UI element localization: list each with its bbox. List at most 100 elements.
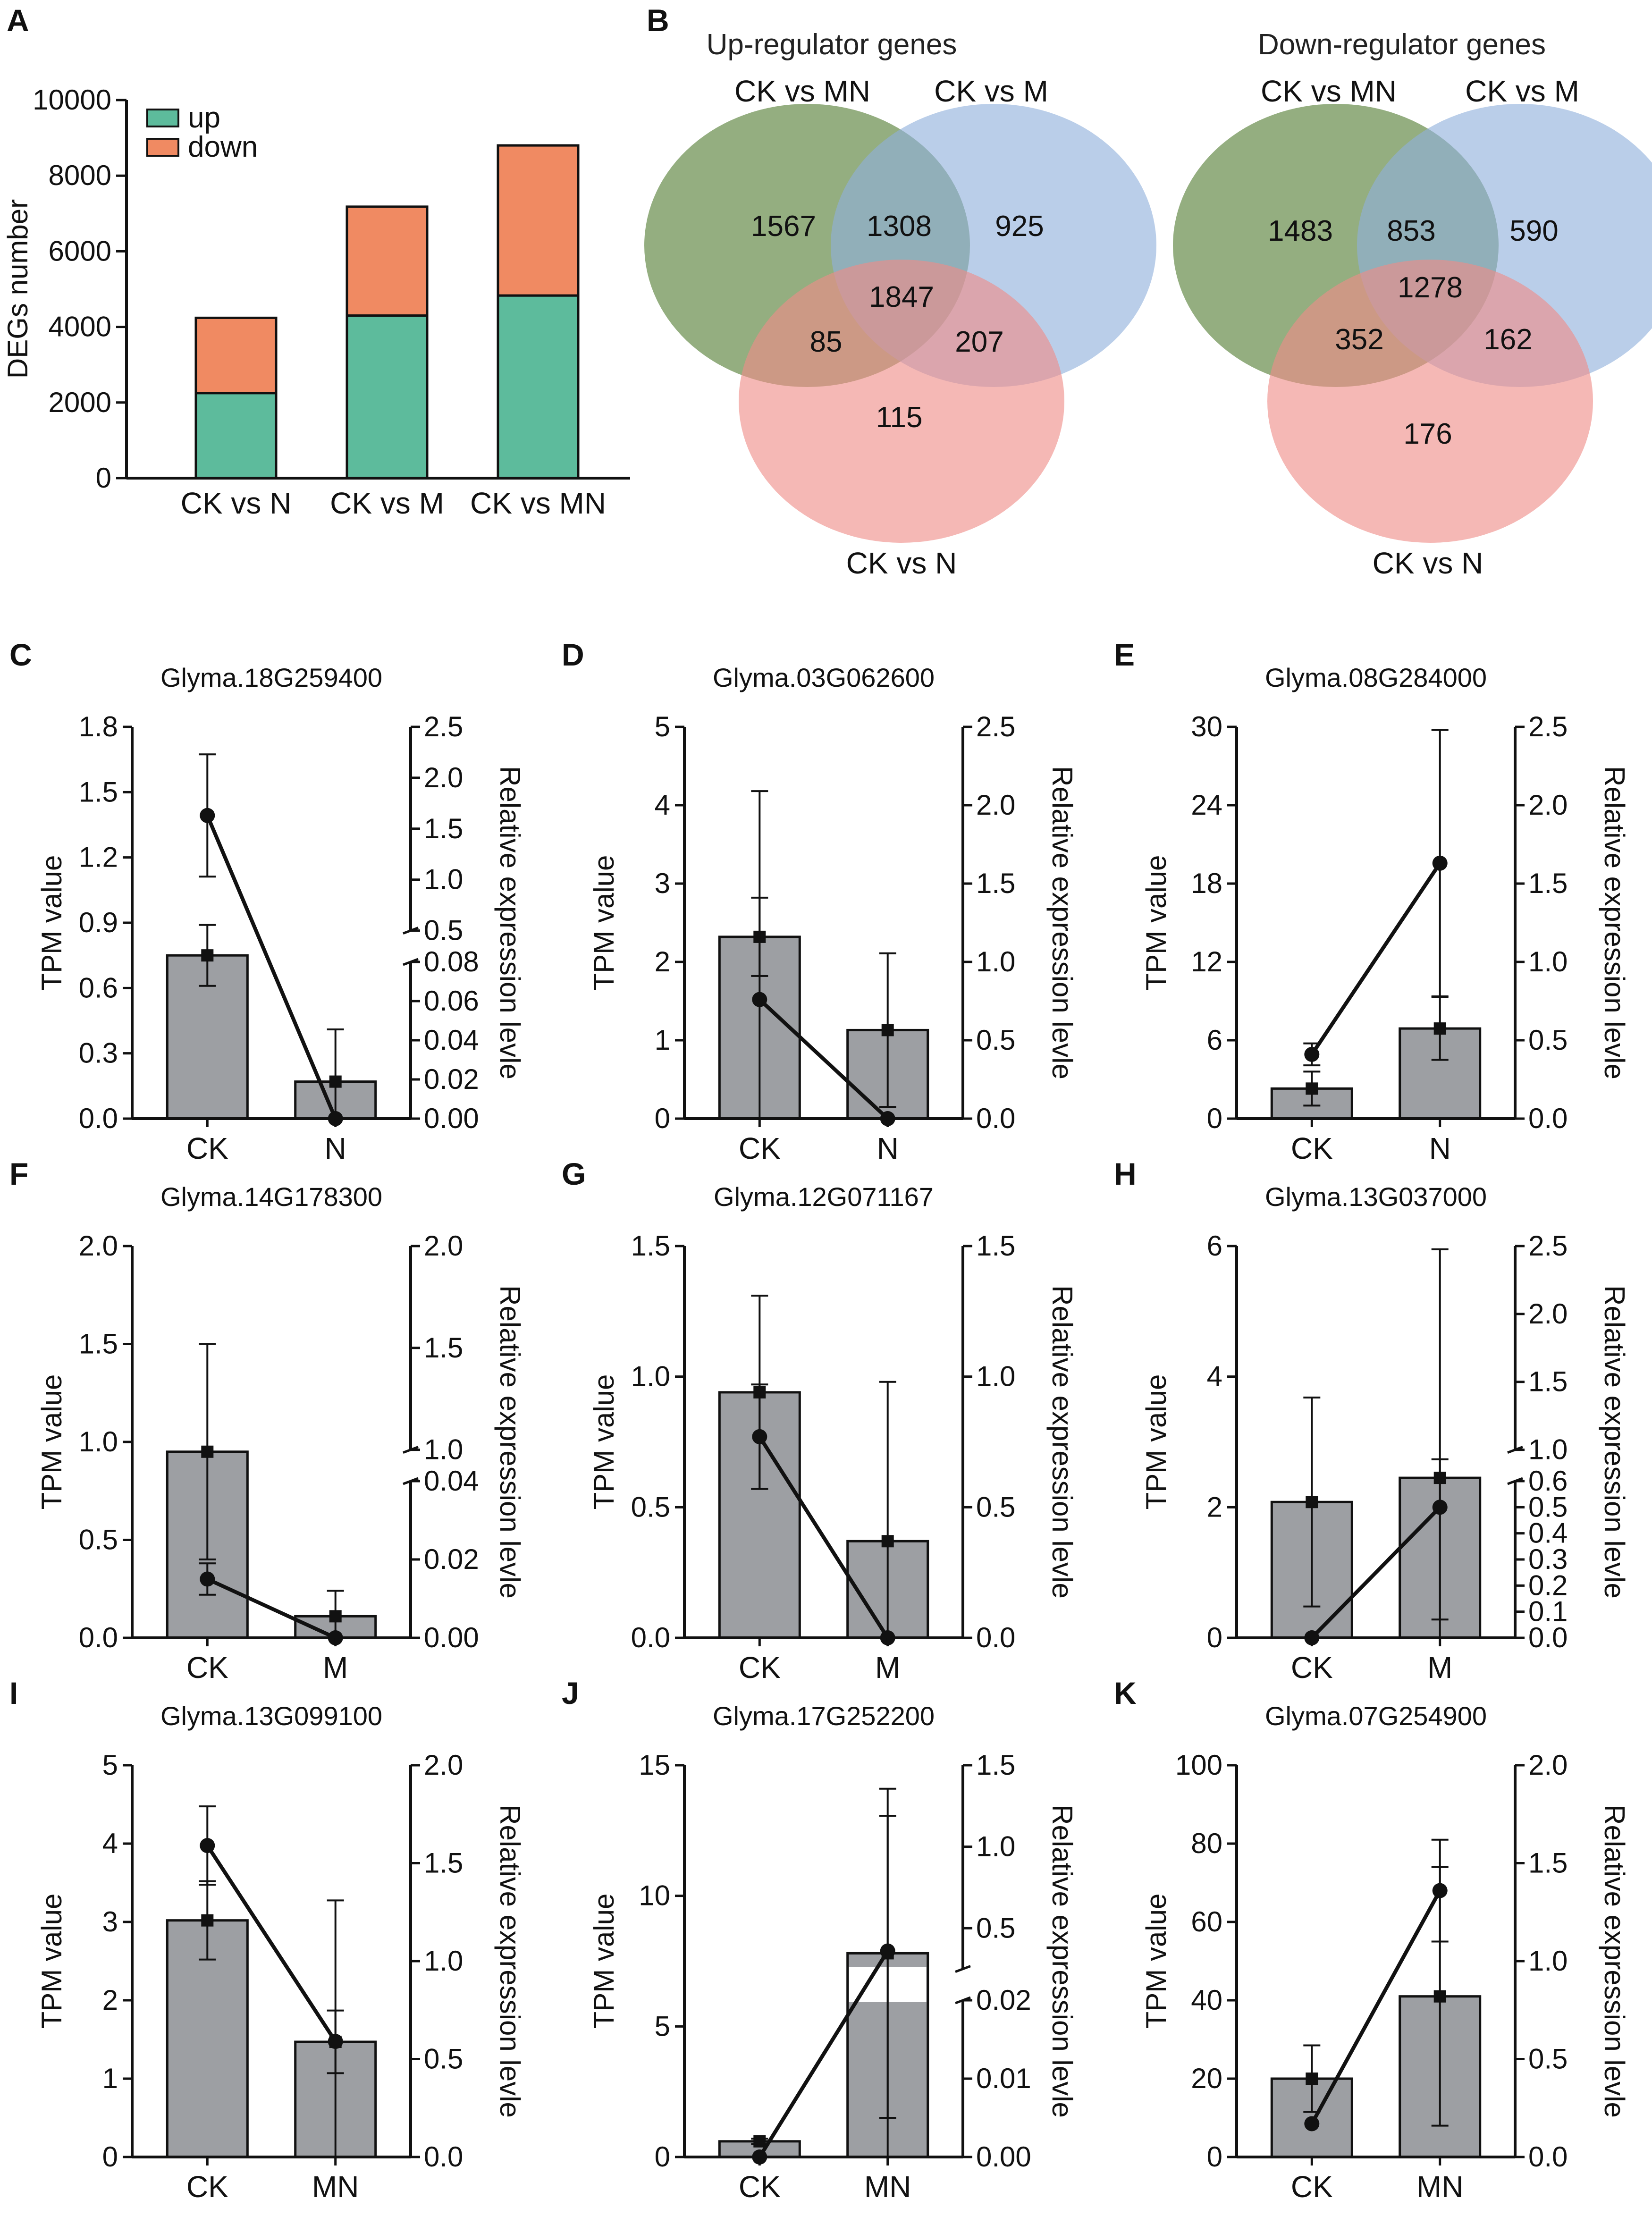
right-tick-label-0: 0.0 bbox=[424, 2141, 463, 2173]
a-y-tick-label-2: 4000 bbox=[49, 311, 111, 343]
tpm-marker-ck bbox=[201, 1445, 214, 1458]
a-y-tick-label-0: 0 bbox=[96, 462, 111, 494]
x-label-mn: MN bbox=[864, 2170, 911, 2204]
right-tick-label-4: 0.08 bbox=[424, 946, 479, 977]
right-tick-label-2: 1.0 bbox=[976, 1361, 1015, 1392]
left-axis-title: TPM value bbox=[36, 1374, 67, 1510]
panel-j-bar-line-chart: J Glyma.17G252200 0 5 10 15 0.00 0.01 0.02 0.5 1.0… bbox=[562, 1676, 1078, 2204]
left-tick-label-1: 5 bbox=[655, 2010, 670, 2042]
left-tick-label-0: 0 bbox=[1207, 1103, 1222, 1134]
panel-letter-i: I bbox=[9, 1676, 18, 1710]
rel-marker-ck bbox=[1304, 2116, 1320, 2132]
gene-title-i: Glyma.13G099100 bbox=[160, 1701, 382, 1731]
left-tick-label-3: 0.9 bbox=[79, 907, 118, 938]
left-axis-title: TPM value bbox=[1140, 1374, 1172, 1510]
venn-up-m-only: 925 bbox=[995, 210, 1044, 243]
venn-up-regulated: Up-regulator genes CK vs MN CK vs M 1567… bbox=[644, 28, 1156, 580]
right-tick-label-1: 0.5 bbox=[976, 1491, 1015, 1523]
left-tick-label-1: 0.3 bbox=[79, 1037, 118, 1069]
left-axis-title: TPM value bbox=[588, 1374, 620, 1510]
right-tick-label-0: 0.0 bbox=[1528, 2141, 1568, 2173]
venn-up-set-ck-vs-mn: CK vs MN bbox=[734, 74, 870, 108]
right-tick-label-3: 0.3 bbox=[1528, 1543, 1568, 1575]
right-tick-label-1: 0.01 bbox=[976, 2063, 1031, 2094]
a-y-tick-label-5: 10000 bbox=[33, 84, 111, 116]
x-label-n: N bbox=[1429, 1131, 1451, 1165]
relative-expression-line bbox=[205, 1844, 337, 2043]
a-x-label-1: CK vs M bbox=[330, 486, 444, 520]
right-tick-label-0: 0.0 bbox=[976, 1103, 1015, 1134]
right-tick-label-7: 1.5 bbox=[424, 813, 463, 844]
panel-letter-k: K bbox=[1114, 1676, 1137, 1710]
relative-expression-line bbox=[758, 998, 889, 1120]
x-label-ck: CK bbox=[739, 1131, 781, 1165]
right-tick-label-2: 0.2 bbox=[1528, 1569, 1568, 1601]
left-tick-label-6: 1.8 bbox=[79, 711, 118, 742]
left-tick-label-3: 1.5 bbox=[79, 1328, 118, 1360]
venn-down-set-ck-vs-mn: CK vs MN bbox=[1261, 74, 1397, 108]
right-tick-label-0: 0.0 bbox=[1528, 1103, 1568, 1134]
right-axis-title: Relative expression levle bbox=[1599, 766, 1630, 1079]
gene-title-j: Glyma.17G252200 bbox=[713, 1701, 935, 1731]
x-label-mn: MN bbox=[1416, 2170, 1464, 2204]
right-axis-title: Relative expression levle bbox=[494, 766, 526, 1079]
x-label-n: N bbox=[325, 1131, 346, 1165]
relative-expression-line bbox=[205, 815, 337, 1120]
venn-up-circle-ck-vs-n bbox=[739, 260, 1064, 543]
venn-down-mn-m: 853 bbox=[1387, 215, 1435, 247]
right-tick-label-0: 0.00 bbox=[976, 2141, 1031, 2173]
x-label-ck: CK bbox=[186, 2170, 228, 2204]
right-tick-label-3: 1.5 bbox=[976, 1230, 1015, 1262]
panel-letter-f: F bbox=[9, 1156, 28, 1191]
x-label-m: M bbox=[875, 1651, 900, 1685]
left-axis-title: TPM value bbox=[1140, 1894, 1172, 2029]
gene-title-f: Glyma.14G178300 bbox=[160, 1182, 382, 1212]
panel-letter-j: J bbox=[562, 1676, 579, 1710]
right-tick-label-8: 1.5 bbox=[1528, 1366, 1568, 1398]
right-axis-title: Relative expression levle bbox=[494, 1285, 526, 1599]
left-tick-label-5: 30 bbox=[1191, 711, 1222, 742]
venn-down-title: Down-regulator genes bbox=[1258, 28, 1546, 61]
left-tick-label-4: 80 bbox=[1191, 1828, 1222, 1859]
left-tick-label-1: 0.5 bbox=[631, 1491, 670, 1523]
legend-swatch-up bbox=[146, 109, 179, 127]
left-tick-label-3: 3 bbox=[102, 1906, 118, 1938]
right-tick-label-5: 0.5 bbox=[424, 915, 463, 946]
right-tick-label-3: 0.06 bbox=[424, 985, 479, 1017]
right-tick-label-4: 1.0 bbox=[976, 1831, 1015, 1862]
gene-title-c: Glyma.18G259400 bbox=[160, 663, 382, 692]
left-tick-label-2: 0.6 bbox=[79, 972, 118, 1003]
venn-down-m-n: 162 bbox=[1483, 323, 1532, 356]
rel-marker-ck bbox=[200, 1838, 215, 1854]
x-label-ck: CK bbox=[186, 1131, 228, 1165]
panel-letter-d: D bbox=[562, 637, 584, 672]
right-tick-label-1: 0.5 bbox=[424, 2043, 463, 2075]
tpm-marker-n bbox=[1433, 1022, 1446, 1035]
x-label-ck: CK bbox=[1291, 1131, 1333, 1165]
right-axis-title: Relative expression levle bbox=[1599, 1285, 1630, 1599]
rel-marker-mn bbox=[328, 2034, 343, 2049]
tpm-marker-ck bbox=[201, 949, 214, 962]
panel-a-stacked-bar-chart: A 0 2000 4000 6000 8000 10000 CK vs N CK vs M C… bbox=[2, 3, 630, 520]
venn-up-mn-only: 1567 bbox=[751, 210, 816, 243]
left-tick-label-0: 0 bbox=[655, 1103, 670, 1134]
x-label-ck: CK bbox=[1291, 2170, 1333, 2204]
panel-g-bar-line-chart: G Glyma.12G071167 0.0 0.5 1.0 1.5 0.0 0.5 1.0 1.5… bbox=[562, 1156, 1078, 1685]
left-tick-label-1: 20 bbox=[1191, 2063, 1222, 2094]
left-tick-label-0: 0.0 bbox=[631, 1622, 670, 1653]
rel-marker-ck bbox=[200, 1571, 215, 1587]
x-label-mn: MN bbox=[312, 2170, 359, 2204]
right-tick-label-2: 1.0 bbox=[424, 1945, 463, 1977]
left-tick-label-1: 1 bbox=[102, 2063, 118, 2094]
x-label-ck: CK bbox=[1291, 1651, 1333, 1685]
tpm-marker-mn bbox=[1433, 1990, 1446, 2003]
a-bar-up-1 bbox=[346, 314, 429, 480]
right-tick-label-0: 0.00 bbox=[424, 1103, 479, 1134]
right-tick-label-3: 0.5 bbox=[976, 1912, 1015, 1944]
left-tick-label-3: 6 bbox=[1207, 1230, 1222, 1262]
right-tick-label-10: 2.5 bbox=[1528, 1230, 1568, 1262]
left-tick-label-5: 100 bbox=[1175, 1749, 1222, 1781]
right-tick-label-1: 0.5 bbox=[1528, 2043, 1568, 2075]
right-tick-label-7: 1.0 bbox=[1528, 1434, 1568, 1466]
left-tick-label-3: 18 bbox=[1191, 868, 1222, 899]
